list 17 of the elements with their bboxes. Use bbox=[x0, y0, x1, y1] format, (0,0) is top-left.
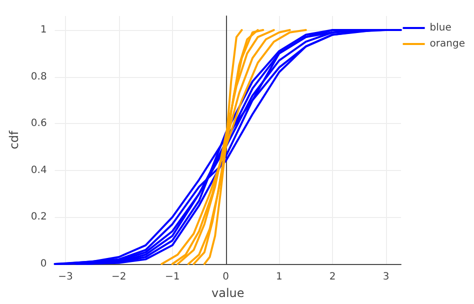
x-tick-label: −3 bbox=[58, 272, 73, 282]
y-axis-title: cdf bbox=[7, 130, 21, 150]
x-tick-label: −2 bbox=[112, 272, 126, 282]
x-tick-label: 1 bbox=[276, 272, 282, 282]
x-tick-label: 2 bbox=[329, 272, 336, 282]
y-tick-label: 0.2 bbox=[30, 212, 47, 223]
y-tick-label: 0.4 bbox=[30, 164, 47, 176]
x-tick-label: 3 bbox=[382, 272, 390, 282]
y-tick-label: 1 bbox=[40, 24, 47, 36]
x-tick-label: 0 bbox=[222, 272, 229, 282]
y-tick-label: 0.8 bbox=[30, 71, 47, 82]
x-tick-label: −1 bbox=[164, 272, 180, 282]
legend-label: blue bbox=[430, 22, 452, 34]
y-tick-label: 0 bbox=[40, 258, 47, 270]
y-tick-label: 0.6 bbox=[30, 118, 47, 130]
legend-label: orange bbox=[430, 38, 466, 50]
x-axis-title: value bbox=[212, 286, 244, 300]
